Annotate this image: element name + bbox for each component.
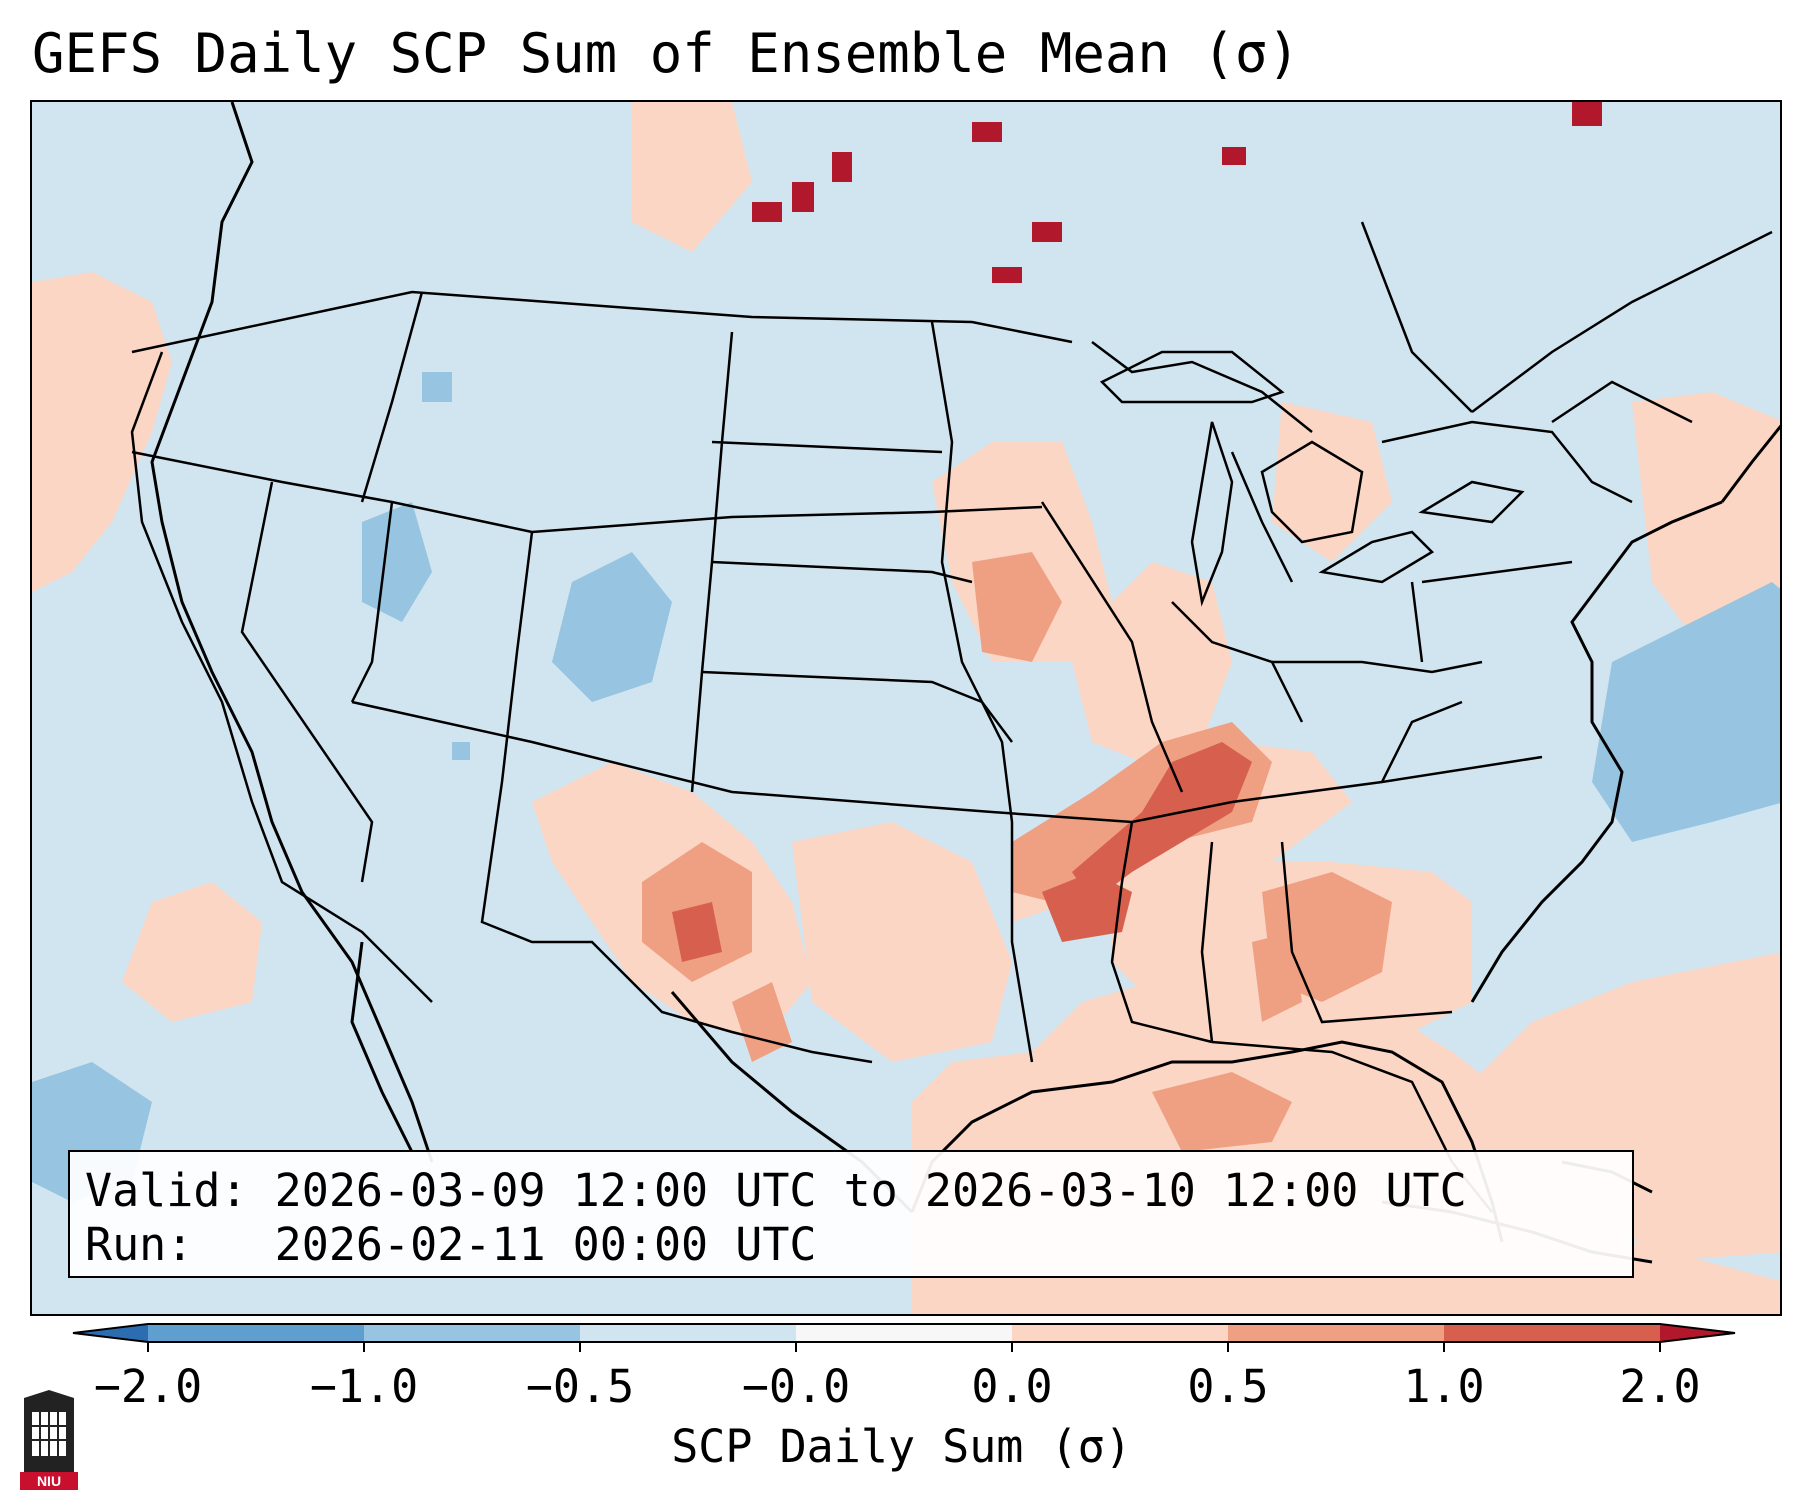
anomaly-region-atlantic-blue xyxy=(1592,582,1780,842)
anomaly-region-co-blue xyxy=(552,552,672,702)
colorbar-segment xyxy=(364,1324,581,1342)
anomaly-map xyxy=(32,102,1780,1314)
colorbar: −2.0 −1.0 −0.5 −0.0 0.0 0.5 1.0 2.0 xyxy=(72,1323,1736,1413)
run-value: 2026-02-11 00:00 UTC xyxy=(274,1218,817,1271)
anomaly-block-6 xyxy=(1222,147,1246,165)
anomaly-region-great-lakes xyxy=(1272,402,1392,562)
colorbar-tick-label: 1.0 xyxy=(1403,1360,1484,1413)
colorbar-segment xyxy=(148,1324,365,1342)
colorbar-label: SCP Daily Sum (σ) xyxy=(671,1420,1132,1473)
colorbar-segment xyxy=(1228,1324,1445,1342)
great-lakes xyxy=(1099,350,1525,607)
niu-logo: NIU xyxy=(20,1390,78,1490)
anomaly-region-northeast-atlantic xyxy=(1632,392,1780,662)
anomaly-block-7 xyxy=(1572,102,1602,126)
anomaly-region-gulf-orange xyxy=(1152,1072,1292,1152)
colorbar-tick-label: 0.0 xyxy=(971,1360,1052,1413)
colorbar-segment xyxy=(580,1324,797,1342)
anomaly-pixels xyxy=(32,102,1780,1314)
map-panel[interactable]: Valid: 2026-03-09 12:00 UTC to 2026-03-1… xyxy=(30,100,1782,1316)
anomaly-region-ar-red xyxy=(1042,872,1132,942)
anomaly-region-plains xyxy=(792,822,1012,1062)
anomaly-block-nv xyxy=(452,742,470,760)
valid-label: Valid: xyxy=(85,1164,248,1217)
page-title: GEFS Daily SCP Sum of Ensemble Mean (σ) xyxy=(32,22,1300,85)
anomaly-region-pacific-south xyxy=(122,882,262,1022)
colorbar-tick-label: −0.0 xyxy=(742,1360,850,1413)
state-borders xyxy=(130,221,1773,1213)
colorbar-tick-label: −1.0 xyxy=(310,1360,418,1413)
anomaly-region-north xyxy=(632,102,752,252)
colorbar-tick-label: 2.0 xyxy=(1619,1360,1700,1413)
valid-value: 2026-03-09 12:00 UTC to 2026-03-10 12:00… xyxy=(274,1164,1467,1217)
colorbar-tick-label: 0.5 xyxy=(1187,1360,1268,1413)
anomaly-block-id xyxy=(422,372,452,402)
colorbar-segment xyxy=(1012,1324,1229,1342)
anomaly-region-atlantic-south xyxy=(1452,952,1780,1262)
anomaly-block-1 xyxy=(752,202,782,222)
anomaly-block-3 xyxy=(832,152,852,182)
anomaly-region-nm-red xyxy=(672,902,722,962)
anomaly-block-8 xyxy=(992,267,1022,283)
anomaly-region-tn-red xyxy=(1072,742,1252,902)
colorbar-extend-high xyxy=(1660,1324,1735,1342)
valid-run-info-box: Valid: 2026-03-09 12:00 UTC to 2026-03-1… xyxy=(68,1150,1634,1278)
logo-text: NIU xyxy=(37,1473,61,1489)
anomaly-region-al-orange xyxy=(1252,932,1302,1022)
colorbar-extend-low xyxy=(73,1324,148,1342)
run-label: Run: xyxy=(85,1218,194,1271)
colorbar-tick-label: −0.5 xyxy=(526,1360,634,1413)
colorbar-segment xyxy=(796,1324,1013,1342)
colorbar-segment xyxy=(1444,1324,1661,1342)
colorbar-tick-label: −2.0 xyxy=(94,1360,202,1413)
anomaly-block-5 xyxy=(1032,222,1062,242)
anomaly-block-4 xyxy=(972,122,1002,142)
anomaly-block-2 xyxy=(792,182,814,212)
anomaly-region-iowa-orange xyxy=(972,552,1062,662)
